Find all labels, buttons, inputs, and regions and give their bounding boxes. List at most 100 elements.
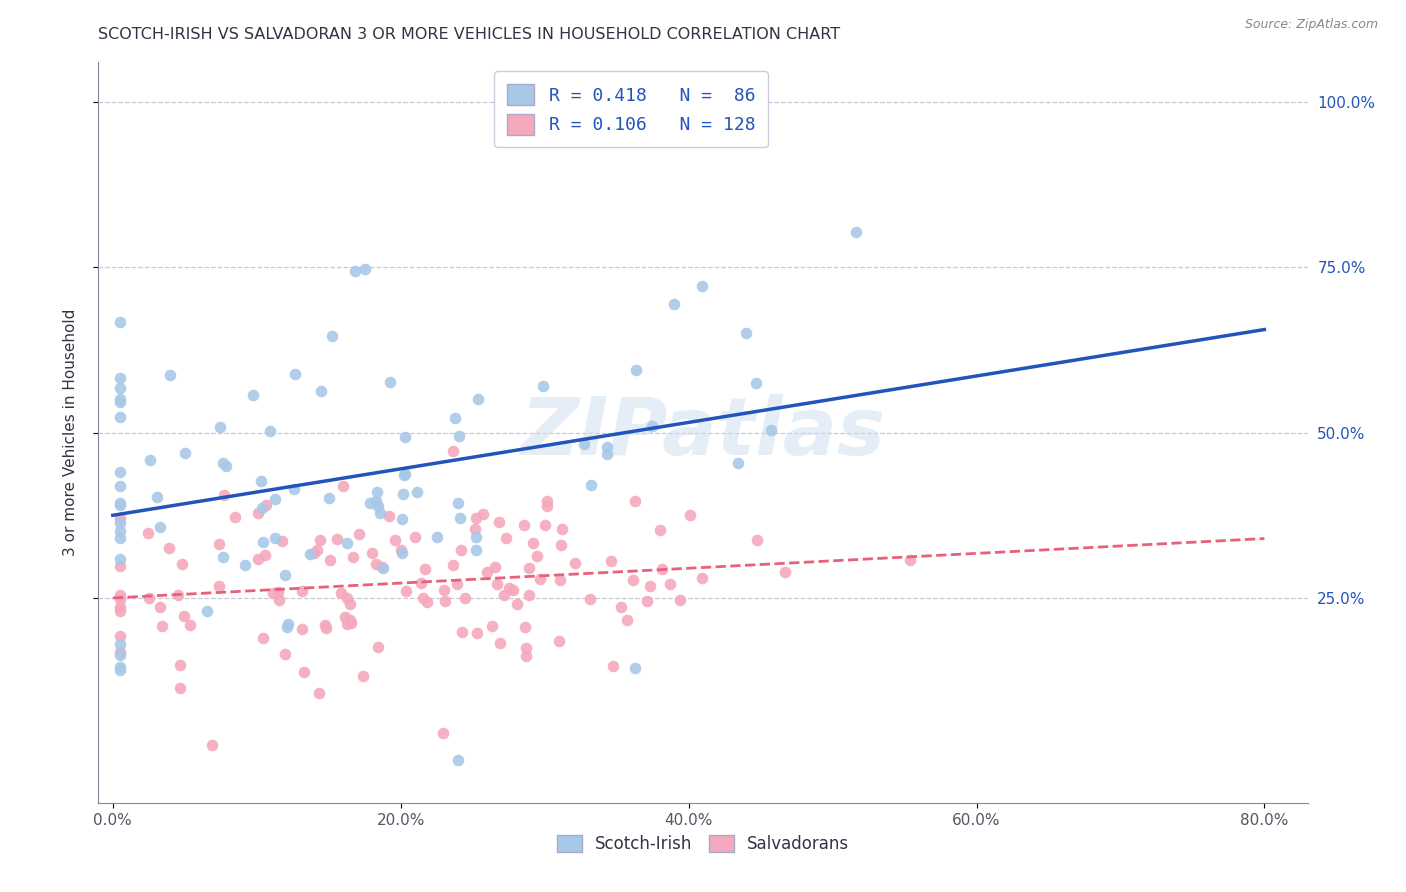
Point — [406, 484, 429, 499]
Point — [108, 516, 131, 531]
Point — [108, 660, 131, 674]
Point — [276, 620, 298, 634]
Point — [513, 518, 536, 533]
Point — [548, 573, 571, 587]
Point — [451, 625, 474, 640]
Point — [214, 487, 236, 501]
Point — [517, 560, 540, 574]
Point — [267, 585, 290, 599]
Point — [209, 420, 232, 434]
Point — [108, 465, 131, 479]
Point — [664, 297, 686, 311]
Point — [391, 512, 413, 526]
Point — [149, 520, 172, 534]
Point — [250, 474, 273, 488]
Point — [621, 573, 644, 587]
Point — [595, 440, 617, 454]
Point — [394, 467, 416, 482]
Point — [395, 583, 418, 598]
Point — [641, 419, 664, 434]
Point — [195, 604, 218, 618]
Point — [292, 665, 315, 679]
Point — [208, 537, 231, 551]
Point — [321, 328, 343, 343]
Point — [318, 553, 340, 567]
Point — [371, 559, 394, 574]
Point — [515, 620, 537, 634]
Text: Source: ZipAtlas.com: Source: ZipAtlas.com — [1244, 18, 1378, 31]
Point — [108, 600, 131, 615]
Point — [136, 525, 159, 540]
Point — [392, 467, 415, 482]
Point — [353, 668, 375, 682]
Point — [515, 640, 537, 655]
Point — [550, 537, 572, 551]
Point — [450, 543, 472, 558]
Point — [332, 479, 354, 493]
Point — [574, 437, 596, 451]
Point — [212, 550, 235, 565]
Point — [485, 577, 508, 591]
Point — [492, 588, 515, 602]
Point — [215, 459, 238, 474]
Point — [426, 530, 449, 544]
Point — [329, 585, 352, 599]
Point — [252, 534, 274, 549]
Point — [506, 597, 529, 611]
Point — [534, 518, 557, 533]
Point — [291, 584, 314, 599]
Point — [453, 591, 475, 605]
Point — [302, 545, 325, 559]
Point — [336, 536, 359, 550]
Point — [169, 681, 191, 695]
Point — [481, 619, 503, 633]
Point — [434, 594, 457, 608]
Point — [149, 599, 172, 614]
Point — [391, 487, 413, 501]
Point — [208, 579, 231, 593]
Point — [314, 618, 336, 632]
Point — [409, 576, 432, 591]
Point — [284, 367, 307, 381]
Point — [108, 479, 131, 493]
Point — [636, 594, 658, 608]
Point — [526, 549, 548, 563]
Point — [108, 588, 131, 602]
Point — [339, 597, 361, 611]
Point — [233, 558, 256, 572]
Point — [308, 533, 330, 548]
Point — [449, 511, 471, 525]
Point — [159, 368, 181, 383]
Point — [179, 617, 201, 632]
Point — [447, 496, 470, 510]
Point — [305, 543, 328, 558]
Point — [108, 552, 131, 566]
Point — [339, 615, 361, 630]
Point — [441, 558, 464, 573]
Point — [465, 625, 488, 640]
Point — [578, 592, 600, 607]
Point — [898, 553, 921, 567]
Point — [495, 531, 517, 545]
Point — [108, 498, 131, 512]
Point — [250, 501, 273, 516]
Point — [579, 478, 602, 492]
Point — [464, 543, 486, 558]
Point — [444, 410, 467, 425]
Point — [108, 381, 131, 395]
Point — [108, 629, 131, 643]
Point — [596, 447, 619, 461]
Point — [291, 622, 314, 636]
Point — [638, 579, 661, 593]
Point — [335, 610, 357, 624]
Point — [484, 559, 506, 574]
Point — [690, 279, 713, 293]
Point — [367, 499, 389, 513]
Point — [277, 616, 299, 631]
Point — [361, 546, 384, 560]
Point — [108, 511, 131, 525]
Point — [600, 554, 623, 568]
Point — [108, 392, 131, 406]
Point — [342, 549, 364, 564]
Point — [529, 572, 551, 586]
